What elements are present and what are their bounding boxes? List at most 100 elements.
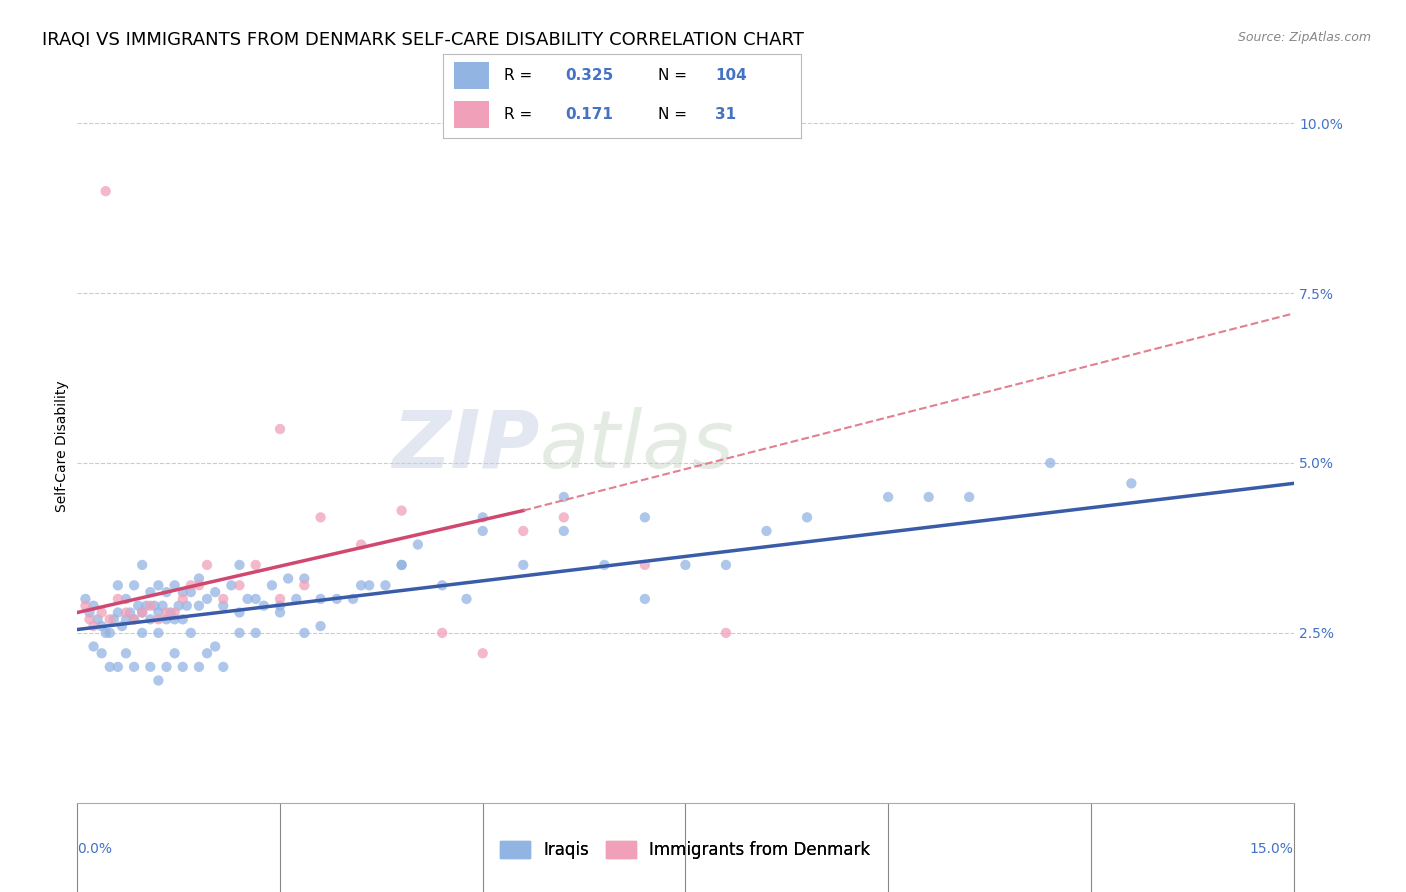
Point	[471, 646, 494, 660]
Point	[512, 524, 534, 538]
Point	[118, 606, 141, 620]
Point	[122, 612, 145, 626]
Point	[163, 606, 186, 620]
Point	[228, 578, 250, 592]
Point	[245, 626, 267, 640]
Point	[111, 619, 134, 633]
Bar	[454, 101, 489, 128]
Point	[634, 591, 657, 606]
Point	[285, 591, 308, 606]
Point	[471, 524, 494, 538]
Text: 15.0%: 15.0%	[1250, 842, 1294, 856]
Point	[90, 646, 112, 660]
Point	[957, 490, 980, 504]
Point	[391, 558, 413, 572]
Point	[163, 646, 186, 660]
Text: 0.171: 0.171	[565, 107, 613, 122]
Point	[139, 599, 162, 613]
Point	[471, 510, 494, 524]
Point	[83, 619, 105, 633]
Point	[204, 640, 226, 654]
Point	[131, 606, 153, 620]
Point	[204, 585, 226, 599]
Text: N =: N =	[658, 68, 692, 83]
Point	[103, 612, 125, 626]
Point	[107, 591, 129, 606]
Point	[432, 578, 454, 592]
Point	[163, 578, 186, 592]
Text: 0.0%: 0.0%	[77, 842, 112, 856]
Point	[115, 606, 138, 620]
Point	[172, 612, 194, 626]
Point	[391, 558, 413, 572]
Y-axis label: Self-Care Disability: Self-Care Disability	[55, 380, 69, 512]
Point	[212, 660, 235, 674]
Point	[90, 606, 112, 620]
Point	[675, 558, 697, 572]
Point	[188, 578, 211, 592]
Point	[79, 612, 101, 626]
Point	[714, 626, 737, 640]
Point	[155, 612, 177, 626]
Point	[634, 510, 657, 524]
Text: R =: R =	[503, 107, 541, 122]
Point	[269, 599, 291, 613]
Point	[432, 626, 454, 640]
Point	[326, 591, 349, 606]
Bar	[454, 62, 489, 89]
Point	[107, 606, 129, 620]
Point	[155, 606, 177, 620]
Text: N =: N =	[658, 107, 692, 122]
Text: 0.325: 0.325	[565, 68, 613, 83]
Point	[269, 422, 291, 436]
Point	[172, 591, 194, 606]
Point	[98, 626, 121, 640]
Point	[98, 660, 121, 674]
Point	[269, 591, 291, 606]
Point	[553, 510, 575, 524]
Point	[755, 524, 778, 538]
Point	[176, 599, 198, 613]
Point	[350, 578, 373, 592]
Point	[309, 591, 332, 606]
Point	[593, 558, 616, 572]
Point	[139, 612, 162, 626]
Point	[236, 591, 259, 606]
Point	[188, 572, 211, 586]
Point	[122, 612, 145, 626]
Point	[167, 599, 190, 613]
Text: R =: R =	[503, 68, 537, 83]
Point	[172, 585, 194, 599]
Point	[309, 619, 332, 633]
Point	[309, 510, 332, 524]
Text: atlas: atlas	[540, 407, 734, 485]
Point	[131, 626, 153, 640]
Point	[714, 558, 737, 572]
Point	[155, 660, 177, 674]
Point	[456, 591, 478, 606]
Point	[115, 591, 138, 606]
Point	[877, 490, 900, 504]
Point	[98, 612, 121, 626]
Point	[94, 184, 117, 198]
Point	[155, 585, 177, 599]
Point	[139, 585, 162, 599]
Point	[1039, 456, 1062, 470]
Point	[253, 599, 276, 613]
Point	[406, 537, 429, 551]
Point	[75, 591, 97, 606]
Point	[188, 599, 211, 613]
Point	[634, 558, 657, 572]
Point	[115, 646, 138, 660]
Point	[131, 606, 153, 620]
Point	[94, 626, 117, 640]
Point	[152, 599, 174, 613]
Point	[148, 606, 170, 620]
Point	[90, 619, 112, 633]
Point	[195, 646, 218, 660]
Point	[277, 572, 299, 586]
Point	[122, 660, 145, 674]
Point	[180, 585, 202, 599]
Point	[148, 578, 170, 592]
Point	[1121, 476, 1143, 491]
